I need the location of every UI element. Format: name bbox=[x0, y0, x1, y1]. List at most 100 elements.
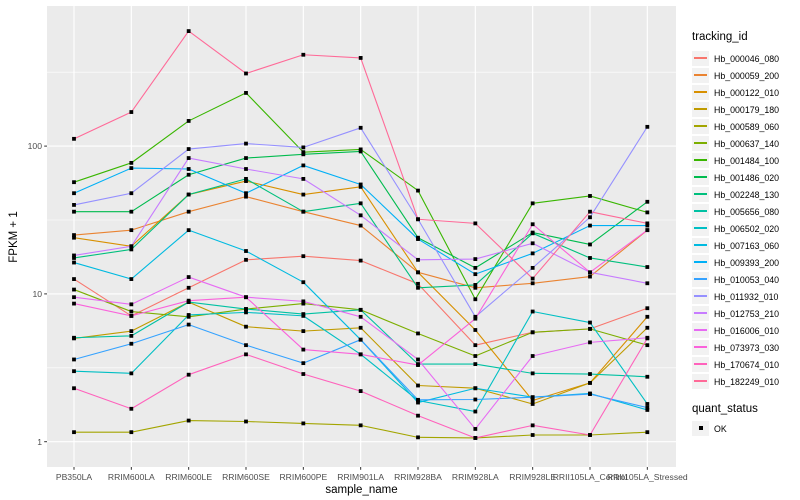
data-point bbox=[358, 389, 363, 393]
data-point bbox=[416, 281, 420, 286]
x-tick-label-RRIM600LA: RRIM600LA bbox=[107, 472, 155, 482]
data-point bbox=[645, 408, 650, 412]
y-tick-label-100: 100 bbox=[27, 141, 42, 152]
data-point bbox=[72, 277, 76, 281]
data-point bbox=[186, 192, 191, 197]
data-point bbox=[645, 343, 650, 348]
data-point bbox=[416, 237, 420, 241]
legend-key-swatch bbox=[692, 356, 709, 372]
data-point bbox=[244, 324, 248, 329]
legend-entry-label: Hb_012753_210 bbox=[714, 308, 780, 319]
legend-line-icon bbox=[694, 295, 707, 297]
data-point bbox=[473, 328, 478, 332]
data-point bbox=[530, 276, 535, 281]
data-point bbox=[530, 330, 535, 335]
data-point bbox=[588, 223, 592, 228]
data-point bbox=[358, 56, 363, 60]
data-point bbox=[473, 272, 478, 277]
legend-line-icon bbox=[694, 278, 707, 280]
data-point bbox=[72, 260, 76, 265]
legend-key-swatch bbox=[692, 135, 709, 151]
legend-entry-label: Hb_002248_130 bbox=[714, 189, 780, 200]
data-point bbox=[186, 156, 191, 160]
data-point bbox=[244, 191, 248, 196]
legend-line-icon bbox=[694, 193, 707, 195]
data-point bbox=[72, 287, 76, 292]
data-point bbox=[645, 124, 650, 129]
data-point bbox=[358, 149, 363, 154]
data-point bbox=[186, 322, 191, 327]
point-markers bbox=[72, 29, 650, 440]
legend-line-icon bbox=[694, 176, 707, 178]
data-point bbox=[530, 201, 535, 206]
legend-line-icon bbox=[694, 57, 707, 59]
legend-key-swatch bbox=[692, 101, 709, 117]
data-point bbox=[645, 374, 650, 379]
legend: tracking_id Hb_000046_080 Hb_000059_200 Hb… bbox=[692, 0, 800, 500]
y-tick-label-1: 1 bbox=[37, 436, 42, 447]
data-point bbox=[588, 380, 592, 385]
legend-key-swatch bbox=[692, 169, 709, 185]
legend-line-icon bbox=[694, 74, 707, 76]
data-point bbox=[530, 371, 535, 376]
data-point bbox=[244, 257, 248, 262]
legend-line-icon bbox=[694, 312, 707, 314]
data-point bbox=[186, 285, 191, 290]
data-point bbox=[358, 223, 363, 228]
legend-entry-label: Hb_000122_010 bbox=[714, 87, 780, 98]
data-point bbox=[301, 372, 306, 376]
data-point bbox=[72, 191, 76, 196]
data-point bbox=[186, 275, 191, 279]
data-point bbox=[358, 337, 363, 342]
legend-key-swatch bbox=[692, 237, 709, 253]
data-point bbox=[186, 209, 191, 214]
data-point bbox=[588, 372, 592, 376]
legend-key-swatch bbox=[692, 254, 709, 270]
legend-line-icon bbox=[694, 91, 707, 93]
data-point bbox=[530, 309, 535, 314]
data-point bbox=[473, 343, 478, 348]
data-point bbox=[72, 136, 76, 141]
data-point bbox=[416, 285, 420, 290]
data-point bbox=[129, 313, 134, 318]
data-point bbox=[186, 228, 191, 233]
data-point bbox=[645, 281, 650, 286]
data-point bbox=[129, 247, 134, 252]
legend-key-swatch bbox=[692, 186, 709, 202]
data-point bbox=[358, 307, 363, 312]
x-tick-label-RRIM600LE: RRIM600LE bbox=[165, 472, 213, 482]
data-point bbox=[129, 228, 134, 233]
data-point bbox=[416, 331, 420, 336]
y-tick-label-10: 10 bbox=[32, 288, 42, 299]
data-point bbox=[588, 209, 592, 214]
data-point bbox=[244, 352, 248, 357]
legend-line-icon bbox=[694, 108, 707, 110]
x-tick-label-PB350LA: PB350LA bbox=[55, 472, 93, 482]
data-point bbox=[416, 217, 420, 222]
data-point bbox=[530, 251, 535, 256]
legend-line-icon bbox=[694, 244, 707, 246]
data-point bbox=[72, 180, 76, 185]
data-point bbox=[244, 343, 248, 348]
data-point bbox=[358, 201, 363, 206]
data-point bbox=[129, 302, 134, 307]
legend-key-swatch bbox=[692, 152, 709, 168]
data-point bbox=[186, 372, 191, 377]
legend-entry-label: Hb_009393_200 bbox=[714, 257, 780, 268]
data-point bbox=[530, 398, 535, 403]
data-point bbox=[473, 297, 478, 302]
data-point bbox=[186, 167, 191, 171]
legend-key-swatch bbox=[692, 203, 709, 219]
data-point bbox=[129, 160, 134, 165]
data-point bbox=[72, 253, 76, 258]
data-point bbox=[72, 357, 76, 362]
x-tick-label-RRIM600SE: RRIM600SE bbox=[222, 472, 270, 482]
legend-line-icon bbox=[694, 227, 707, 229]
data-point bbox=[530, 423, 535, 428]
legend-key-swatch bbox=[692, 288, 709, 304]
data-point bbox=[588, 320, 592, 325]
legend-line-icon bbox=[694, 142, 707, 144]
data-point bbox=[588, 326, 592, 331]
data-point bbox=[588, 433, 592, 437]
legend-entry-label: Hb_000179_180 bbox=[714, 104, 780, 115]
